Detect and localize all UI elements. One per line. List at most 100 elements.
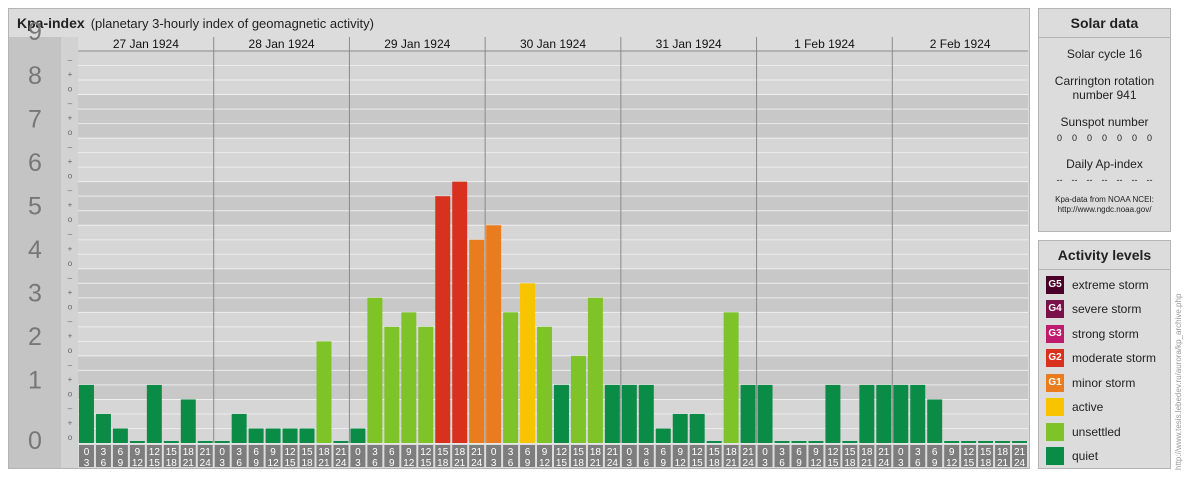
sunspot-value: 0 — [1071, 133, 1077, 143]
hour-cell — [282, 445, 298, 467]
hour-label-start: 18 — [726, 447, 738, 458]
level-unsettled: unsettled — [1046, 423, 1121, 441]
hour-cell — [859, 445, 875, 467]
hour-cell — [248, 445, 264, 467]
hour-cell — [791, 445, 807, 467]
y-tick-label: 6 — [28, 149, 42, 177]
kpa-plot: 0123456789o+–o+–o+–o+–o+–o+–o+–o+–o+–27 … — [9, 18, 1028, 468]
hour-label-end: 9 — [253, 458, 259, 468]
solar-data-title: Solar data — [1039, 9, 1170, 38]
hour-label-end: 18 — [573, 458, 585, 468]
hour-cell — [163, 445, 179, 467]
ap-label: Daily Ap-index — [1066, 157, 1143, 171]
hour-label-end: 6 — [915, 458, 921, 468]
kp-band — [78, 312, 1028, 356]
hour-label-end: 6 — [779, 458, 785, 468]
y-tick-label: 0 — [28, 427, 42, 455]
ap-value: -- — [1086, 175, 1093, 185]
kp-bar — [893, 384, 909, 443]
kp-fraction-marker: – — [68, 99, 73, 108]
hour-label-start: 12 — [420, 447, 432, 458]
hour-cell — [418, 445, 434, 467]
level-label: extreme storm — [1072, 278, 1149, 292]
hour-label-start: 6 — [389, 447, 395, 458]
hour-label-end: 9 — [389, 458, 395, 468]
hour-label-start: 3 — [644, 447, 650, 458]
level-extreme-storm: G5 extreme storm — [1046, 276, 1149, 294]
hour-label-end: 12 — [268, 458, 280, 468]
hour-label-end: 21 — [318, 458, 330, 468]
y-tick-label: 2 — [28, 323, 42, 351]
hour-cell — [910, 445, 926, 467]
y-tick-label: 8 — [28, 62, 42, 90]
hour-label-start: 0 — [491, 447, 497, 458]
kp-bar — [944, 441, 960, 443]
kp-bar — [248, 428, 264, 443]
hour-cell — [520, 445, 536, 467]
kp-fraction-marker: o — [68, 346, 73, 355]
hour-cell — [146, 445, 162, 467]
kp-bar — [79, 384, 94, 443]
kp-bar — [706, 441, 722, 443]
kp-fraction-marker: + — [68, 201, 73, 210]
level-minor-storm: G1 minor storm — [1046, 374, 1135, 392]
hour-label-start: 15 — [980, 447, 992, 458]
kp-bar — [978, 441, 994, 443]
hour-label-start: 18 — [183, 447, 195, 458]
day-label: 31 Jan 1924 — [656, 37, 722, 51]
kp-bar — [333, 441, 349, 443]
hour-label-start: 12 — [963, 447, 975, 458]
hour-label-start: 15 — [166, 447, 178, 458]
hour-label-start: 21 — [878, 447, 890, 458]
hour-cell — [469, 445, 485, 467]
kp-band — [78, 268, 1028, 313]
kp-bar — [180, 399, 196, 443]
hour-label-start: 21 — [200, 447, 212, 458]
y-tick-label: 1 — [28, 367, 42, 395]
kp-band — [78, 181, 1028, 226]
level-moderate-storm: G2 moderate storm — [1046, 349, 1156, 367]
level-severe-storm: G4 severe storm — [1046, 300, 1141, 318]
activity-levels-title: Activity levels — [1039, 241, 1170, 270]
hour-label-end: 15 — [692, 458, 704, 468]
hour-label-end: 15 — [963, 458, 975, 468]
hour-cell — [401, 445, 417, 467]
kp-bar — [927, 399, 943, 443]
sunspot-value: 0 — [1146, 133, 1152, 143]
hour-label-start: 21 — [335, 447, 347, 458]
hour-label-end: 9 — [118, 458, 124, 468]
y-tick-label: 4 — [28, 236, 42, 264]
hour-label-start: 18 — [997, 447, 1009, 458]
hour-cell — [808, 445, 824, 467]
hour-label-start: 15 — [301, 447, 313, 458]
level-swatch: G2 — [1046, 349, 1064, 367]
hour-cell — [95, 445, 111, 467]
y-axis-bg — [9, 37, 61, 468]
carrington-rotation: Carrington rotation number 941 — [1054, 74, 1155, 102]
hour-label-end: 24 — [743, 458, 755, 468]
kp-bar — [825, 384, 841, 443]
hour-label-start: 12 — [692, 447, 704, 458]
hour-cell — [197, 445, 213, 467]
hour-label-start: 0 — [762, 447, 768, 458]
hour-cell — [672, 445, 688, 467]
kp-bar — [520, 283, 536, 443]
y-tick-label: 5 — [28, 192, 42, 220]
day-label: 29 Jan 1924 — [384, 37, 450, 51]
level-swatch — [1046, 398, 1064, 416]
solar-data-panel: Solar data Solar cycle 16 Carrington rot… — [1038, 8, 1171, 232]
kp-bar — [401, 312, 417, 443]
source-url: http://www.tesis.lebedev.ru/aurora/kp_ar… — [1174, 293, 1183, 470]
kp-bar — [740, 384, 756, 443]
y-tick-label: 9 — [28, 18, 42, 46]
kp-bar — [723, 312, 739, 443]
data-credit: Kpa-data from NOAA NCEI: http://www.ngdc… — [1039, 195, 1170, 215]
hour-cell — [112, 445, 128, 467]
kp-bar — [197, 441, 213, 443]
hour-cell — [825, 445, 841, 467]
kp-fraction-marker: + — [68, 70, 73, 79]
hour-cell — [316, 445, 332, 467]
chart-subtitle: (planetary 3-hourly index of geomagnetic… — [90, 16, 374, 31]
sunspot-value: 0 — [1101, 133, 1107, 143]
hour-cell — [350, 445, 366, 467]
